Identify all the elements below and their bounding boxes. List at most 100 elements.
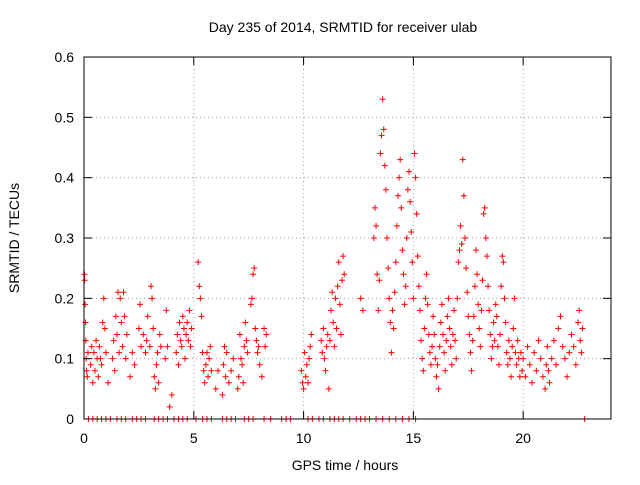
data-point (377, 150, 384, 157)
x-tick-label: 20 (515, 430, 531, 446)
data-point (230, 355, 237, 362)
data-point (520, 355, 527, 362)
data-point (528, 379, 535, 386)
data-point (531, 349, 538, 356)
data-point (414, 253, 421, 260)
data-point (426, 349, 433, 356)
data-point (526, 361, 533, 368)
data-point (537, 355, 544, 362)
data-point (154, 349, 161, 356)
data-point (90, 349, 97, 356)
data-point (559, 343, 566, 350)
y-tick-label: 0.6 (55, 49, 75, 65)
data-point (261, 325, 268, 332)
data-point (405, 168, 412, 175)
data-point (121, 313, 128, 320)
data-point (522, 373, 529, 380)
data-point (485, 283, 492, 290)
data-point (401, 301, 408, 308)
data-point (153, 361, 160, 368)
data-point (568, 331, 575, 338)
data-point (87, 361, 94, 368)
data-point (254, 349, 261, 356)
data-point (444, 313, 451, 320)
data-point (489, 343, 496, 350)
data-point (201, 379, 208, 386)
data-point (84, 373, 91, 380)
data-point (234, 385, 241, 392)
data-point (399, 247, 406, 254)
data-point (415, 283, 422, 290)
data-point (113, 331, 120, 338)
data-point (203, 349, 210, 356)
data-point (228, 367, 235, 374)
data-point (324, 331, 331, 338)
y-tick-label: 0 (66, 411, 74, 427)
data-point (533, 367, 540, 374)
data-point (546, 379, 553, 386)
data-point (111, 367, 118, 374)
data-point (370, 235, 377, 241)
data-point (341, 271, 348, 278)
y-tick-label: 0.3 (55, 230, 75, 246)
data-point (476, 325, 483, 332)
data-point (564, 373, 571, 380)
data-point (437, 319, 444, 326)
data-point (411, 150, 418, 157)
data-point (176, 319, 183, 326)
data-point (497, 331, 504, 338)
data-point (404, 186, 411, 193)
data-point (506, 355, 513, 362)
data-point (253, 337, 260, 344)
data-point (510, 325, 517, 332)
data-point (408, 228, 415, 235)
data-point (481, 204, 488, 211)
data-point (545, 367, 552, 374)
data-point (389, 307, 396, 314)
data-point (513, 361, 520, 368)
data-point (122, 355, 129, 362)
data-point (578, 349, 585, 356)
data-point (101, 325, 108, 332)
data-point (359, 307, 366, 314)
data-point (421, 325, 428, 332)
data-point (496, 361, 503, 368)
data-point (555, 325, 562, 332)
data-point (471, 283, 478, 290)
data-point (157, 343, 164, 350)
data-point (255, 343, 262, 350)
data-point (120, 289, 127, 296)
data-point (413, 210, 420, 217)
data-point (429, 343, 436, 350)
data-point (385, 265, 392, 272)
data-point (235, 373, 242, 380)
data-point (474, 271, 481, 278)
data-point (454, 295, 461, 302)
data-point (206, 355, 213, 362)
data-point (486, 307, 493, 314)
data-point (579, 325, 586, 332)
data-point (307, 343, 314, 350)
data-point (499, 253, 506, 260)
data-point (247, 301, 254, 308)
data-point (258, 373, 265, 380)
data-point (220, 361, 227, 368)
data-point (544, 343, 551, 350)
data-point (469, 337, 476, 344)
data-point (535, 337, 542, 344)
data-point (140, 331, 147, 338)
data-point (83, 367, 90, 374)
data-point (219, 391, 226, 398)
data-point (376, 277, 383, 284)
data-point (498, 283, 505, 290)
data-point (514, 337, 521, 344)
data-point (196, 283, 203, 290)
data-point (470, 313, 477, 320)
data-point (248, 295, 255, 302)
data-point (553, 361, 560, 368)
data-point (304, 379, 311, 386)
data-point (136, 301, 143, 308)
data-point (214, 367, 221, 374)
data-point (236, 331, 243, 338)
